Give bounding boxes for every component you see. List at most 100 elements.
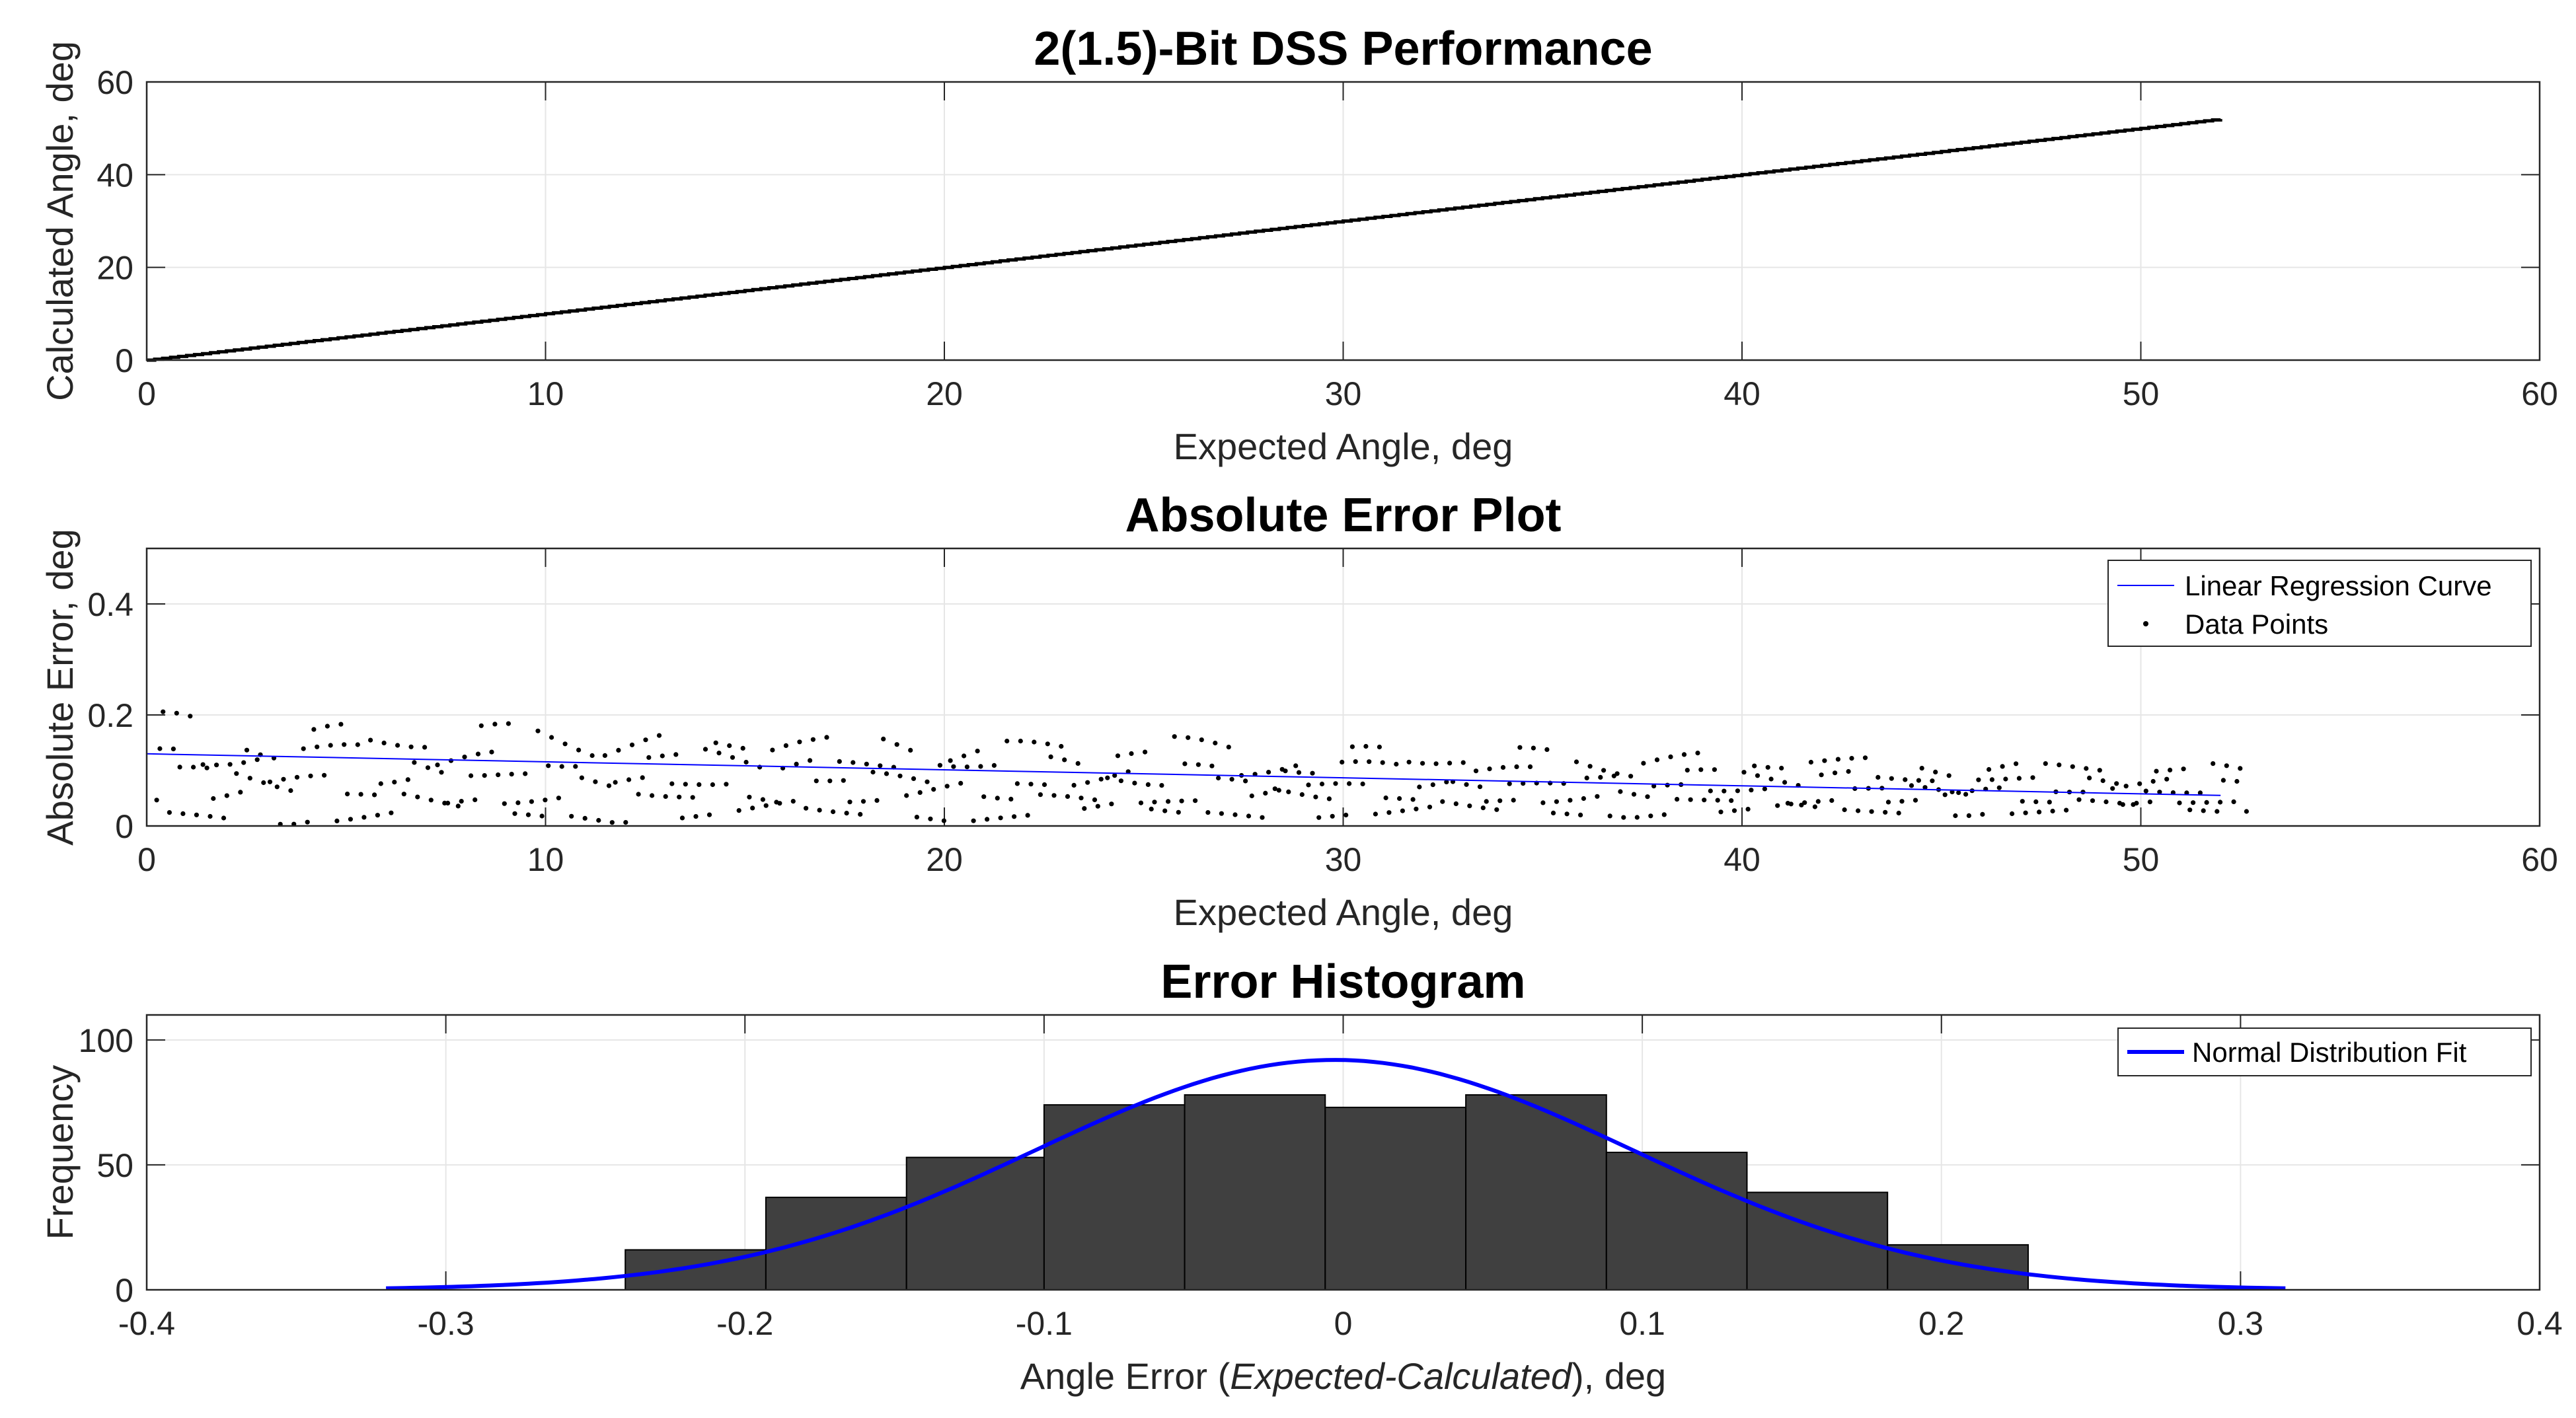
data-point [2050, 808, 2055, 814]
histogram-bar [1043, 1104, 1186, 1290]
y-tick-label: 0 [115, 1272, 133, 1309]
calculated-angle-line [147, 118, 2222, 362]
data-point [214, 763, 219, 768]
data-point [1718, 809, 1724, 815]
data-point [1729, 798, 1734, 803]
y-tick-label: 20 [96, 250, 133, 287]
data-point [847, 800, 852, 805]
data-point [1299, 792, 1305, 798]
data-point [1213, 740, 1218, 746]
data-point [412, 760, 417, 765]
data-point [858, 811, 863, 817]
data-point [2137, 781, 2142, 786]
data-point [1996, 785, 2002, 790]
data-point [395, 743, 400, 748]
x-tick-label: 50 [2123, 375, 2160, 412]
data-point [1922, 785, 1928, 790]
data-point [1118, 778, 1123, 784]
data-point [609, 820, 615, 825]
data-point [238, 790, 243, 795]
y-tick-label: 50 [96, 1147, 133, 1184]
data-point [1283, 768, 1288, 774]
data-point [1025, 813, 1030, 818]
data-point [783, 743, 788, 748]
data-point [428, 798, 434, 803]
data-point [1634, 815, 1640, 820]
data-point [549, 735, 554, 740]
data-point [1012, 814, 1017, 819]
data-point [445, 800, 451, 805]
data-point [1433, 761, 1439, 766]
data-point [1065, 794, 1071, 799]
data-point [2211, 761, 2216, 766]
data-point [911, 776, 917, 781]
data-point [1079, 796, 1084, 801]
data-point [860, 799, 866, 804]
y-tick-label: 0 [115, 808, 133, 845]
data-point [908, 747, 913, 753]
data-point [322, 772, 327, 778]
x-tick-label: 40 [1724, 841, 1761, 878]
y-tick-label: 60 [96, 64, 133, 101]
data-point [241, 760, 246, 765]
data-point [305, 819, 310, 825]
data-point [1916, 778, 1921, 783]
data-point [1833, 770, 1838, 776]
histogram-bar [765, 1197, 907, 1290]
data-point [1661, 812, 1667, 817]
data-point [1511, 798, 1516, 803]
data-point [502, 801, 507, 806]
data-point [817, 807, 822, 813]
data-point [1464, 782, 1469, 787]
data-point [985, 817, 990, 822]
data-point [1042, 782, 1047, 788]
data-point [569, 813, 574, 819]
data-point [1595, 794, 1600, 799]
data-point [874, 798, 880, 803]
data-point [1782, 780, 1788, 785]
data-point [1344, 812, 1349, 818]
data-point [589, 753, 595, 759]
data-point [1480, 805, 1486, 811]
data-point [2090, 798, 2096, 803]
data-point [1527, 764, 1533, 769]
data-point [2201, 808, 2206, 813]
data-point [1313, 794, 1318, 800]
data-point [2187, 807, 2193, 813]
data-point [1930, 778, 1935, 784]
data-point [1367, 759, 1372, 765]
data-point [1129, 751, 1134, 757]
data-point [747, 794, 752, 800]
data-point [1835, 757, 1840, 762]
data-point [1246, 813, 1252, 819]
data-point [348, 817, 354, 822]
data-point [1919, 766, 1924, 771]
data-point [808, 758, 813, 763]
data-point [944, 784, 950, 789]
data-point [1467, 803, 1472, 809]
data-point [2191, 800, 2196, 805]
data-point [506, 721, 511, 726]
chart-title: Error Histogram [1160, 955, 1525, 1008]
data-point [334, 818, 340, 823]
data-point [740, 745, 745, 751]
data-point [1752, 763, 1757, 768]
data-point [2168, 767, 2173, 772]
data-point [1875, 774, 1881, 780]
data-point [1205, 810, 1211, 815]
data-point [1229, 776, 1234, 782]
data-point [2220, 778, 2226, 783]
data-point [539, 813, 545, 819]
data-point [368, 737, 373, 743]
data-point [1708, 788, 1713, 794]
data-point [525, 812, 531, 817]
data-point [2076, 797, 2082, 802]
data-point [1186, 735, 1191, 740]
data-point [358, 792, 363, 797]
data-point [1903, 777, 1908, 782]
data-point [1260, 815, 1265, 820]
data-point [462, 755, 467, 760]
data-point [2014, 761, 2019, 766]
data-point [1018, 738, 1023, 744]
data-point [797, 739, 802, 745]
